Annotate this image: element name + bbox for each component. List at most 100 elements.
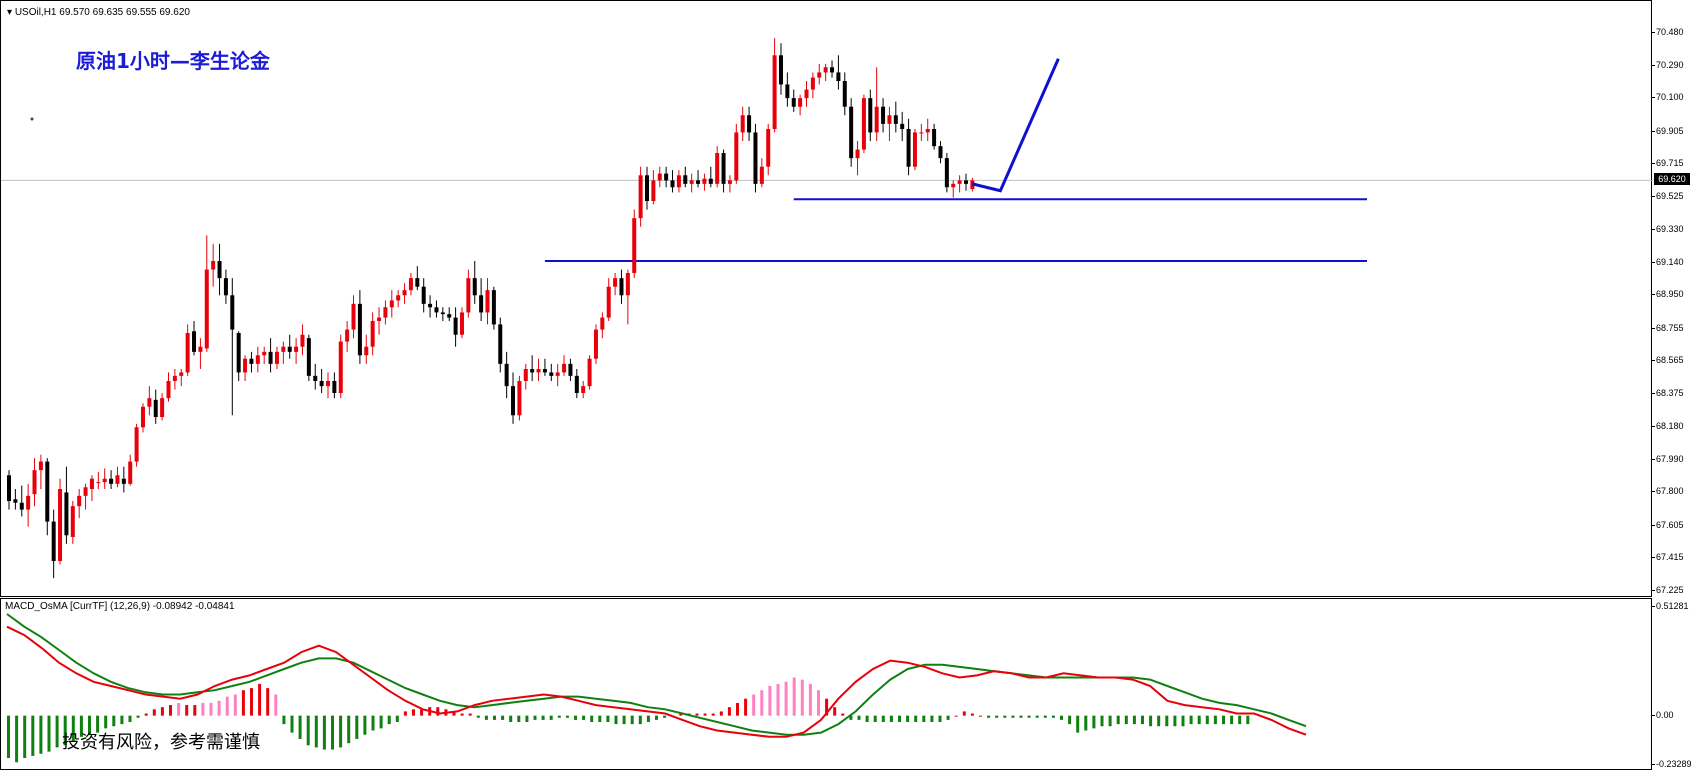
candle xyxy=(600,312,605,339)
candle xyxy=(747,106,752,141)
osma-bar xyxy=(598,715,602,723)
candle xyxy=(383,300,388,325)
candle-body xyxy=(485,290,490,313)
osma-bar xyxy=(1060,715,1063,720)
osma-bar xyxy=(88,715,91,735)
candle xyxy=(766,123,771,176)
price-tick-label: 70.480 xyxy=(1652,27,1684,37)
candle-body xyxy=(587,358,592,387)
candle xyxy=(434,300,439,318)
dropdown-triangle-icon[interactable]: ▾ xyxy=(7,7,13,18)
osma-bar xyxy=(1003,715,1007,718)
candle-body xyxy=(459,312,464,335)
osma-bar xyxy=(898,715,901,723)
candle xyxy=(51,509,56,579)
macd-axis[interactable]: 0.51281 0.00 -0.23289 xyxy=(1652,598,1691,770)
osma-bar xyxy=(322,715,326,750)
osma-bar xyxy=(468,713,472,716)
candle-body xyxy=(689,180,694,184)
candle xyxy=(830,60,835,78)
osma-bar xyxy=(509,715,513,723)
candle xyxy=(715,146,720,188)
price-tick-label: 69.525 xyxy=(1652,190,1684,201)
price-chart-canvas[interactable] xyxy=(1,1,1653,598)
candle-body xyxy=(377,317,382,321)
candle-body xyxy=(504,363,509,387)
osma-bar xyxy=(144,713,148,716)
candle xyxy=(613,273,618,296)
price-tick-label: 69.715 xyxy=(1652,158,1684,169)
candle-body xyxy=(153,399,158,417)
price-tick-label: 67.225 xyxy=(1652,585,1684,595)
candle xyxy=(249,351,254,373)
candle xyxy=(64,466,69,544)
candle-body xyxy=(128,461,133,484)
candle-body xyxy=(7,475,11,501)
candle xyxy=(874,67,879,141)
candle xyxy=(581,381,586,399)
osma-bar xyxy=(282,715,286,725)
osma-bar xyxy=(290,715,294,733)
candle-body xyxy=(466,278,471,313)
osma-bar xyxy=(800,679,804,716)
osma-bar xyxy=(363,715,367,735)
candle-body xyxy=(759,166,764,184)
candle-body xyxy=(606,286,611,318)
macd-indicator-panel[interactable]: MACD_OsMA [CurrTF] (12,26,9) -0.08942 -0… xyxy=(0,598,1652,770)
osma-bar xyxy=(274,694,278,716)
price-chart-panel[interactable]: ▾ USOil,H1 69.570 69.635 69.555 69.620 原… xyxy=(0,0,1653,598)
osma-bar xyxy=(582,715,586,720)
candle-body xyxy=(357,303,362,356)
candle xyxy=(128,454,133,486)
osma-bar xyxy=(930,715,934,723)
candle-body xyxy=(702,178,707,184)
price-tick-label: 68.180 xyxy=(1652,421,1684,432)
candle xyxy=(172,369,177,390)
macd-main-line xyxy=(6,625,1307,738)
osma-bar xyxy=(484,715,488,720)
osma-bar xyxy=(1173,715,1177,727)
candle xyxy=(944,153,949,193)
price-tick-label: 70.290 xyxy=(1652,59,1684,70)
candle xyxy=(440,307,445,321)
candle-body xyxy=(944,158,949,188)
candle-body xyxy=(632,218,637,273)
candle xyxy=(683,166,688,188)
candle xyxy=(696,170,701,188)
candle xyxy=(198,338,203,369)
macd-chart-canvas[interactable] xyxy=(1,599,1653,771)
candle xyxy=(619,269,624,304)
candle-body xyxy=(568,363,573,376)
osma-bar xyxy=(914,715,918,723)
candle-body xyxy=(13,499,18,503)
osma-bar xyxy=(646,715,650,723)
osma-bar xyxy=(1011,715,1015,718)
candle-body xyxy=(925,129,930,133)
osma-bar xyxy=(355,715,359,739)
candle-body xyxy=(83,487,88,496)
candle xyxy=(396,290,401,308)
candle-body xyxy=(294,346,299,352)
candle xyxy=(925,118,930,141)
candle xyxy=(523,363,528,390)
candle xyxy=(804,81,809,107)
candle-body xyxy=(64,492,69,536)
candle-body xyxy=(306,338,311,376)
ohlc-values: 69.570 69.635 69.555 69.620 xyxy=(59,7,190,18)
candle-body xyxy=(300,334,305,347)
candle xyxy=(778,43,783,95)
osma-bar xyxy=(849,715,853,720)
candle-body xyxy=(836,72,841,81)
candle-body xyxy=(581,386,586,393)
candle xyxy=(887,106,892,141)
osma-bar xyxy=(314,715,318,748)
price-tick-label: 67.415 xyxy=(1652,552,1684,563)
candle-body xyxy=(204,269,209,349)
osma-bar xyxy=(387,715,391,725)
candle-body xyxy=(734,132,739,181)
osma-bar xyxy=(736,702,739,716)
osma-bar xyxy=(39,715,43,754)
osma-bar xyxy=(938,715,942,723)
osma-bar xyxy=(1051,715,1055,718)
price-axis[interactable]: 70.480 70.290 70.100 69.905 69.715 69.525 69.3… xyxy=(1652,0,1691,597)
